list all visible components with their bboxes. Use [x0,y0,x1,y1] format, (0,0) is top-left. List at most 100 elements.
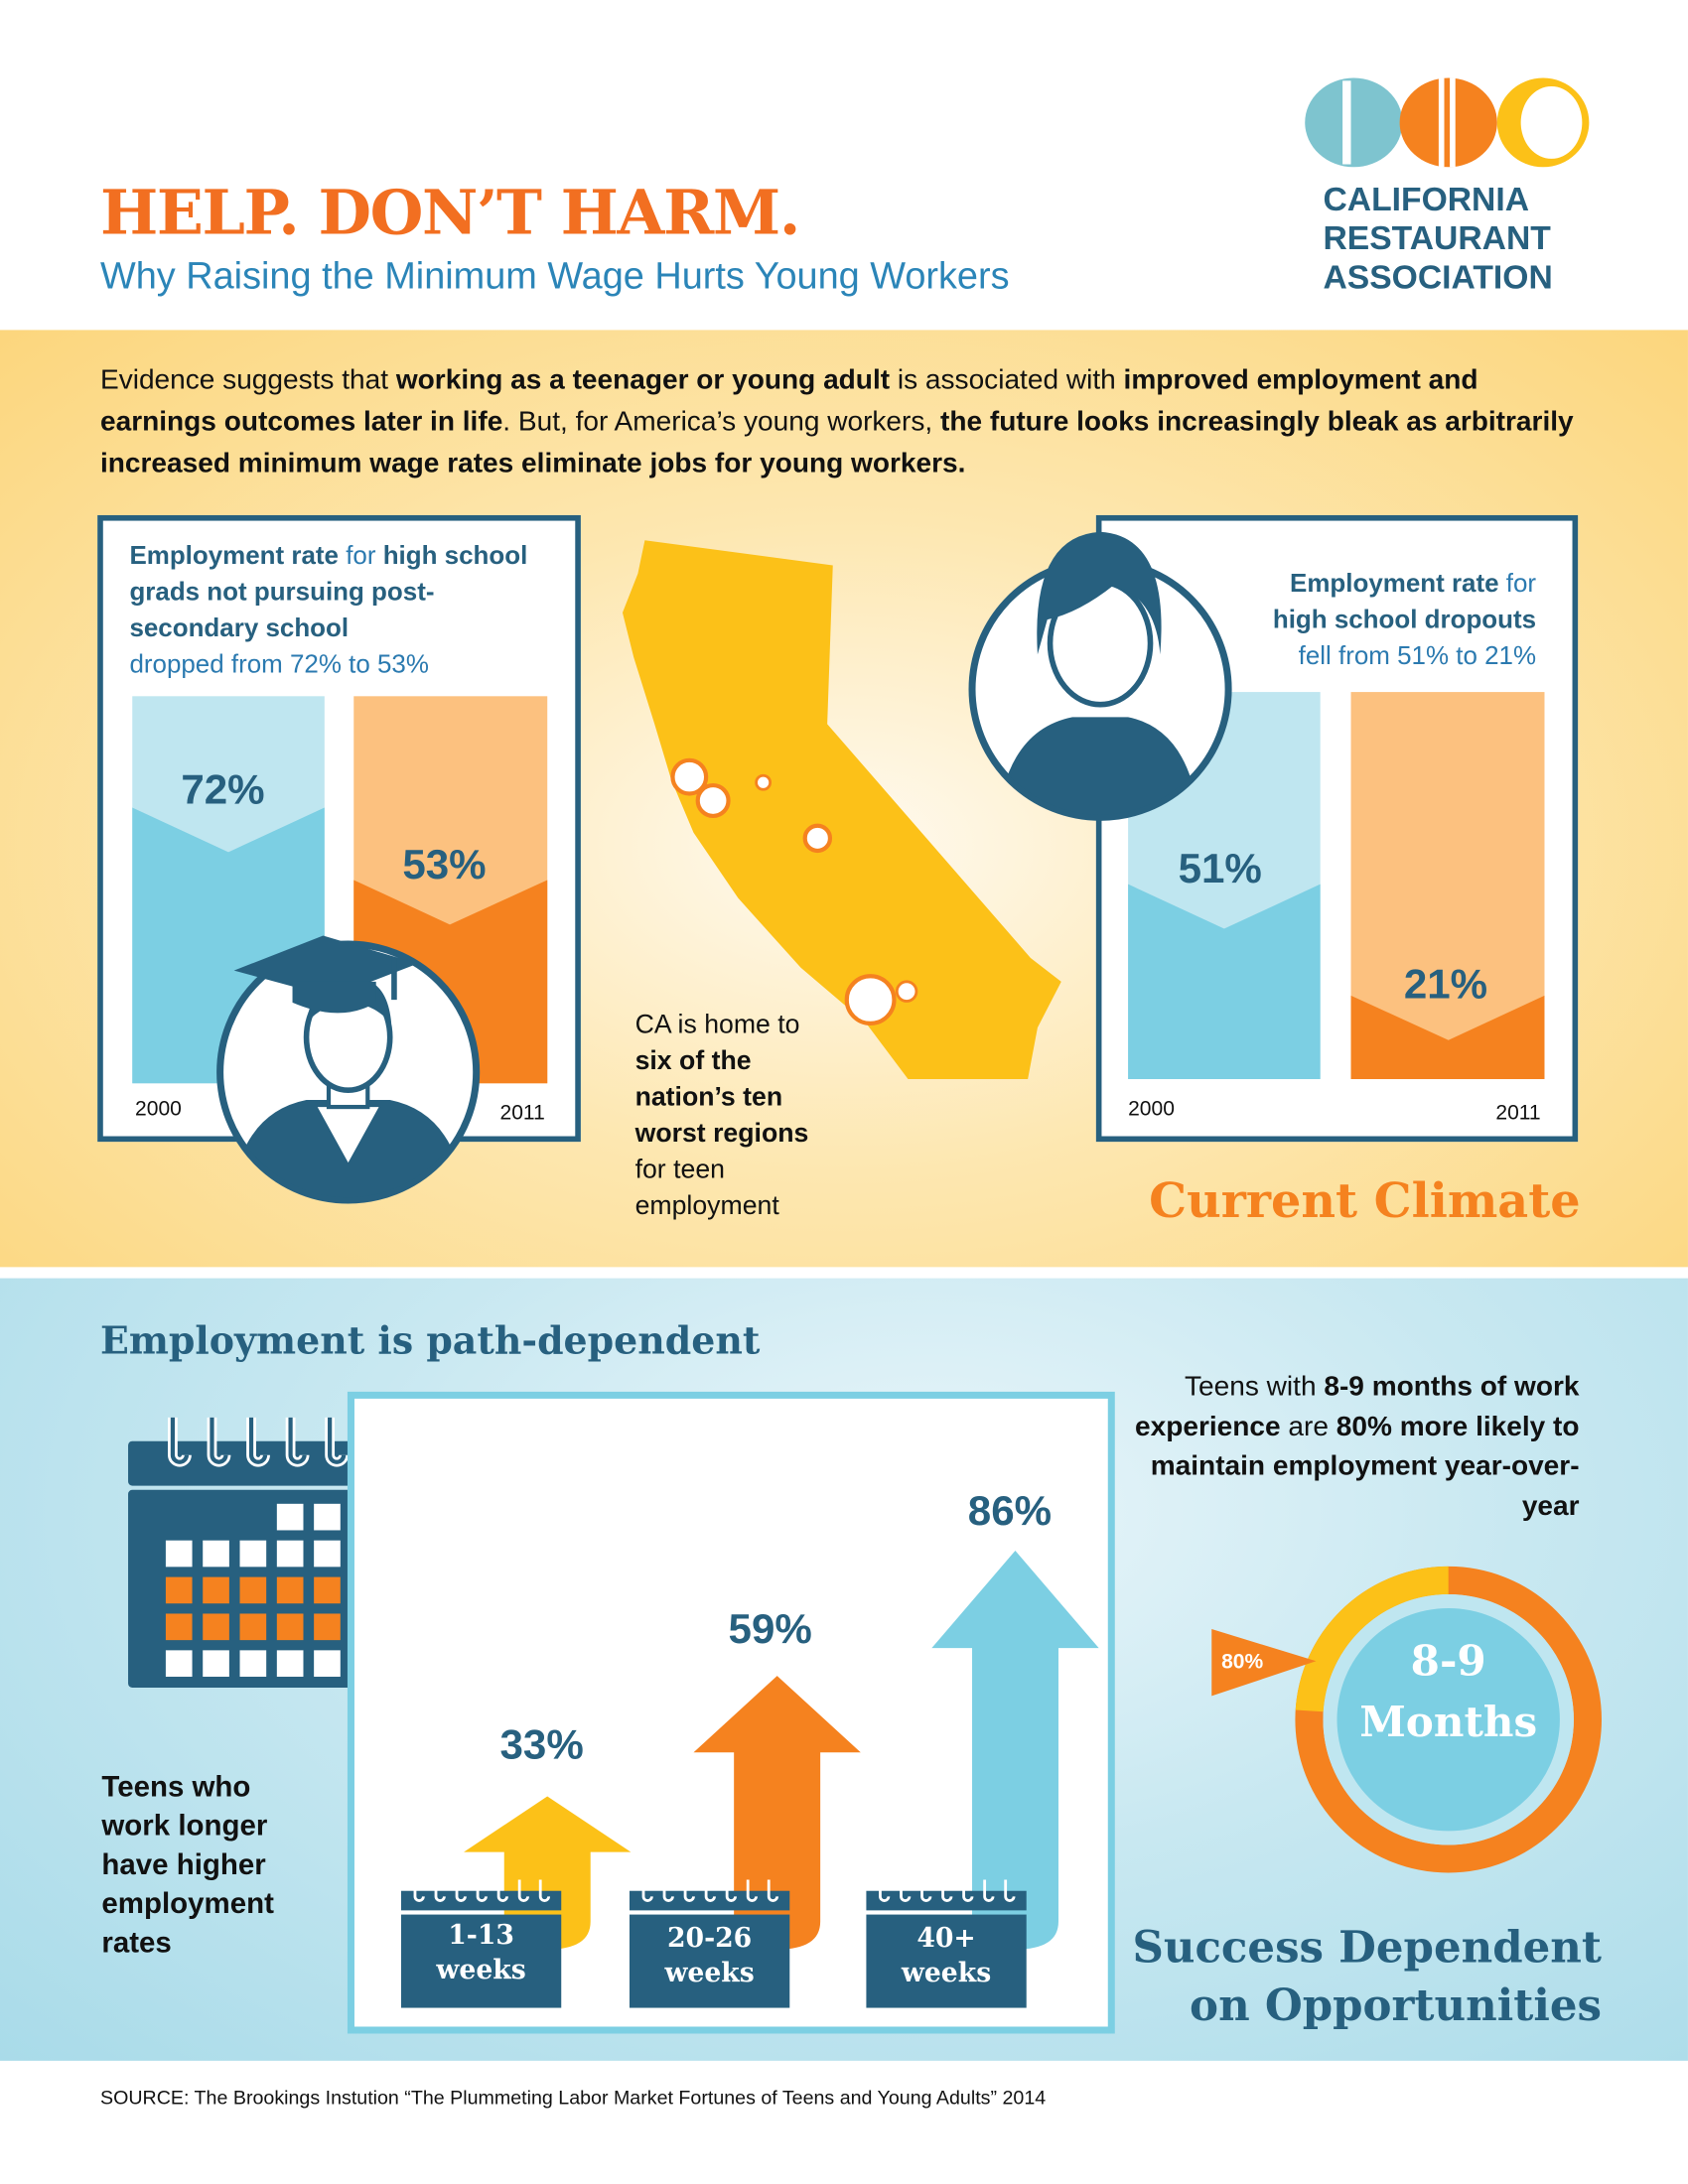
calendar-ring [746,1879,759,1902]
calendar-ring [248,1417,268,1464]
year-label: 2011 [1495,1101,1541,1126]
person-icon [968,531,1232,821]
region-marker [802,823,833,854]
calendar-day [165,1540,193,1568]
success-heading: Success Dependent on Opportunities [1132,1922,1602,2032]
small-calendar-icon [400,1914,562,2008]
year-label: 2000 [1128,1097,1175,1122]
calendar-day [239,1613,267,1641]
calendar-day [239,1540,267,1568]
calendar-ring [496,1879,508,1902]
map-caption: CA is home to six of the nation’s ten wor… [634,1011,809,1222]
path-dependent-heading: Employment is path-dependent [99,1319,761,1364]
calendar-day [165,1650,193,1678]
flag-label: 80% [1221,1650,1264,1674]
source-citation: SOURCE: The Brookings Instution “The Plu… [99,2086,1047,2109]
teens-caption: Teens who work longer have higher employ… [101,1771,274,1960]
calendar-ring [434,1879,446,1902]
calendar-day [276,1613,304,1641]
bar-2011-fill [1350,995,1545,1080]
calendar-day [314,1650,341,1678]
arrow-bar-1 [464,1796,632,1950]
calendar-ring [170,1417,190,1464]
arrow-label: 86% [967,1488,1053,1535]
arrow-label: 59% [728,1606,812,1653]
arrow-label: 33% [499,1722,584,1769]
calendar-ring [920,1879,932,1902]
calendar-day [276,1503,304,1531]
calendar-ring [641,1879,653,1902]
calendar-day [314,1503,341,1531]
donut-highlight-arc [1295,1566,1449,1712]
calendar-ring [941,1879,953,1902]
calendar-ring [662,1879,674,1902]
bar-label: 51% [1178,846,1262,893]
small-calendar-icon [629,1914,790,2008]
current-climate-heading: Current Climate [1149,1173,1581,1230]
calendar-ring [210,1417,228,1464]
grads-caption: Employment rate for high school grads no… [129,540,528,679]
page-subtitle: Why Raising the Minimum Wage Hurts Young… [99,254,1010,297]
flag-80-icon [1211,1629,1317,1697]
calendar-ring [328,1417,347,1464]
donut-label: 8-9 Months [1359,1637,1538,1748]
calendar-ring [1004,1879,1016,1902]
year-label: 2000 [135,1097,182,1122]
bar-label: 72% [181,766,265,814]
page-title: HELP. DON’T HARM. [99,178,800,250]
calendar-ring [517,1879,529,1902]
period-label: 20-26 weeks [664,1922,755,1988]
logo-line: CALIFORNIA [1323,181,1530,219]
calendar-ring [704,1879,716,1902]
calendar-day [203,1650,229,1678]
region-marker [895,980,918,1003]
bar-label: 21% [1403,962,1488,1009]
logo-line: ASSOCIATION [1323,258,1553,297]
region-marker [844,974,897,1026]
graduate-icon [216,935,481,1204]
calendar-ring [455,1879,467,1902]
calendar-day [203,1613,229,1641]
donut-chart [1211,1566,1602,1873]
dropouts-caption: Employment rate for high school dropouts f… [1272,568,1537,670]
region-marker [670,757,709,796]
donut-center [1336,1608,1560,1832]
calendar-ring [413,1879,425,1902]
calendar-ring [476,1879,488,1902]
calendar-day [276,1576,304,1604]
calendar-ring [538,1879,551,1902]
bar-2000-fill [1128,884,1321,1080]
calendar-day [203,1576,229,1604]
calendar-ring [683,1879,695,1902]
calendar-day [239,1650,267,1678]
calendar-ring [962,1879,974,1902]
calendar-ring [983,1879,995,1902]
experience-caption: Teens with 8-9 months of work experience… [1135,1371,1580,1522]
calendar-ring [288,1417,307,1464]
arrow-bar-2 [693,1676,861,1950]
calendar-day [314,1576,341,1604]
calendar-day [276,1540,304,1568]
california-map-icon [622,540,1061,1080]
year-label: 2011 [499,1101,545,1126]
calendar-day [239,1576,267,1604]
arrow-bar-3 [931,1550,1099,1950]
logo-line: RESTAURANT [1323,219,1551,258]
calendar-ring [900,1879,912,1902]
bar-label: 53% [402,842,487,888]
intro-paragraph: Evidence suggests that working as a teen… [99,364,1574,479]
calendar-day [276,1650,304,1678]
region-marker [755,773,773,791]
logo-text: CALIFORNIA RESTAURANT ASSOCIATION [1323,181,1552,298]
calendar-day [314,1540,341,1568]
calendar-day [165,1613,193,1641]
calendar-ring [767,1879,779,1902]
calendar-day [314,1613,341,1641]
region-marker [695,782,731,819]
period-label: 40+ weeks [901,1922,992,1988]
calendar-day [203,1540,229,1568]
calendar-ring [879,1879,891,1902]
small-calendar-icon [866,1914,1027,2008]
calendar-ring [725,1879,737,1902]
